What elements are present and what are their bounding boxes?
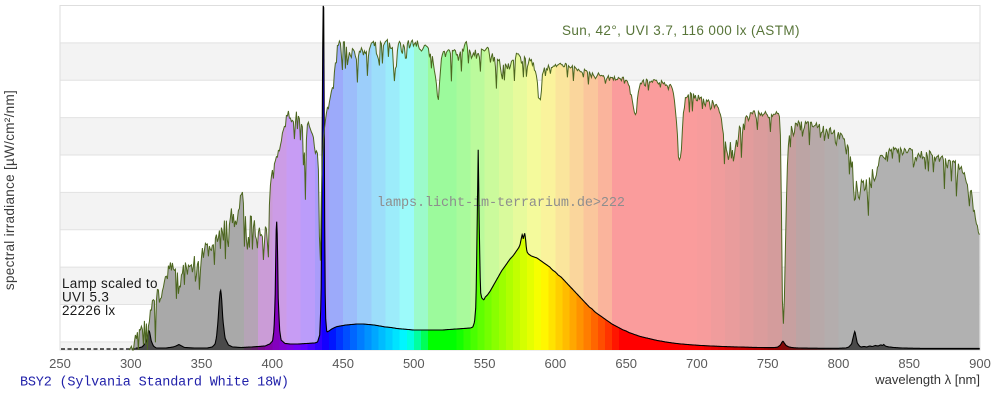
svg-text:900: 900 <box>969 356 991 371</box>
svg-text:450: 450 <box>332 356 354 371</box>
svg-text:Lamp scaled to: Lamp scaled to <box>62 276 158 291</box>
svg-text:800: 800 <box>828 356 850 371</box>
svg-text:600: 600 <box>545 356 567 371</box>
svg-text:lamps.licht-im-terrarium.de>22: lamps.licht-im-terrarium.de>222 <box>377 196 625 211</box>
svg-text:550: 550 <box>474 356 496 371</box>
svg-text:250: 250 <box>49 356 71 371</box>
svg-text:UVI 5.3: UVI 5.3 <box>62 290 109 305</box>
svg-text:750: 750 <box>757 356 779 371</box>
svg-text:650: 650 <box>615 356 637 371</box>
svg-text:850: 850 <box>898 356 920 371</box>
svg-text:700: 700 <box>686 356 708 371</box>
svg-text:300: 300 <box>120 356 142 371</box>
svg-text:500: 500 <box>403 356 425 371</box>
svg-text:400: 400 <box>261 356 283 371</box>
svg-text:spectral irradiance [µW/cm²/nm: spectral irradiance [µW/cm²/nm] <box>2 90 17 290</box>
svg-text:Sun, 42°, UVI 3.7, 116 000 lx: Sun, 42°, UVI 3.7, 116 000 lx (ASTM) <box>562 23 800 38</box>
svg-text:22226 lx: 22226 lx <box>62 303 115 318</box>
svg-text:wavelength λ [nm]: wavelength λ [nm] <box>874 372 980 387</box>
svg-text:350: 350 <box>191 356 213 371</box>
svg-text:BSY2 (Sylvania Standard White: BSY2 (Sylvania Standard White 18W) <box>20 376 289 391</box>
